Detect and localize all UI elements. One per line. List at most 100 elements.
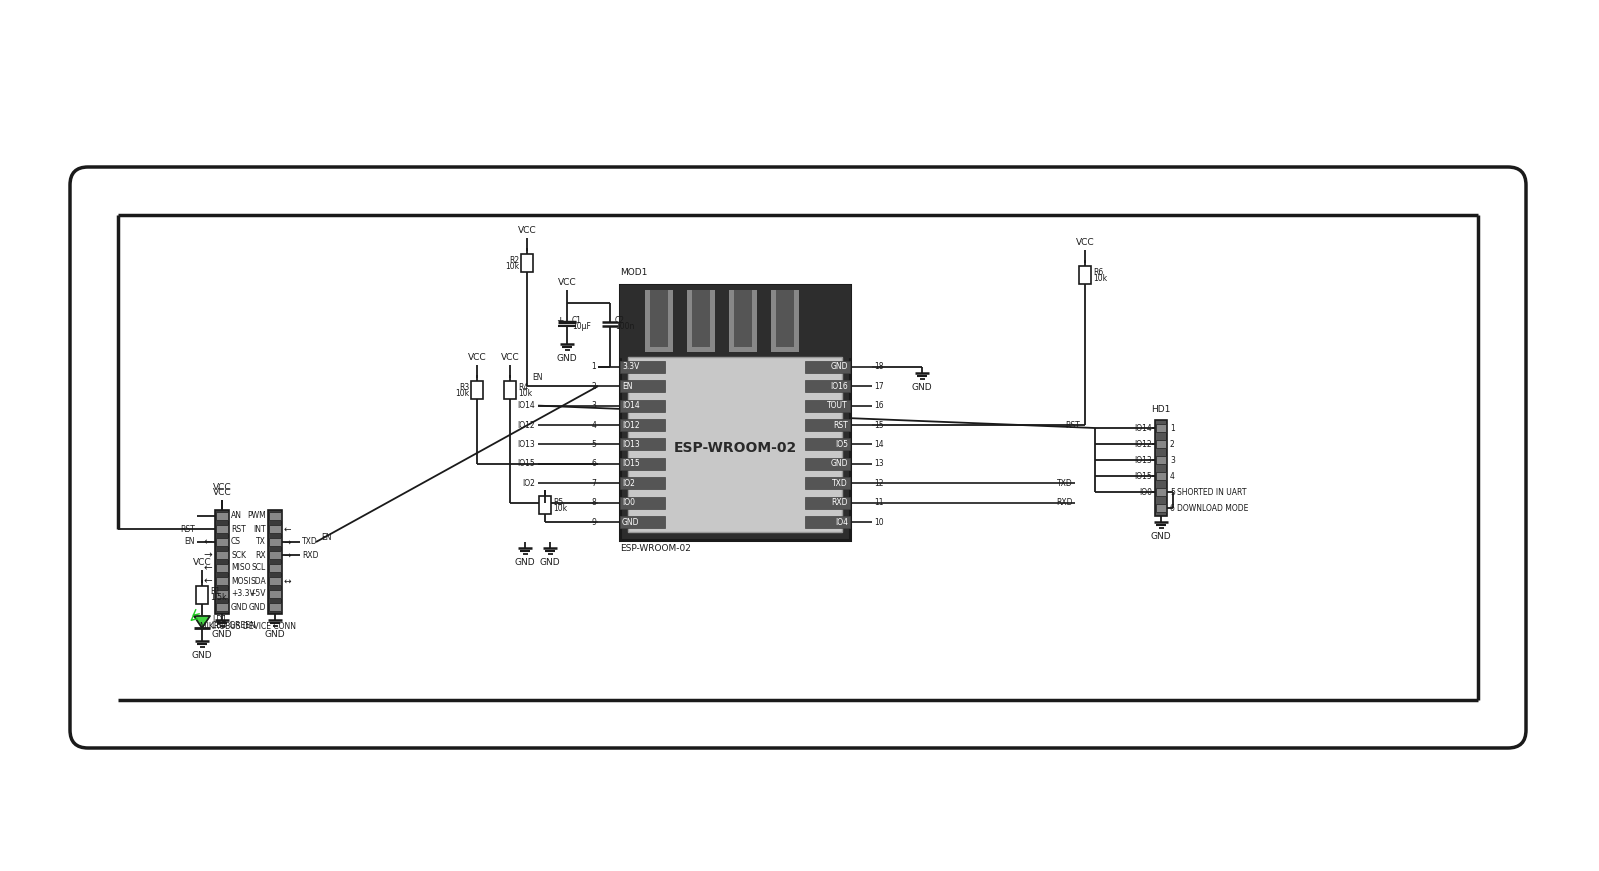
- Text: MOD1: MOD1: [620, 268, 648, 277]
- Text: 10k: 10k: [1094, 273, 1107, 282]
- Text: EN: EN: [184, 537, 195, 546]
- Text: 1.5k: 1.5k: [209, 593, 227, 603]
- Text: 15: 15: [875, 421, 884, 429]
- Text: LED GREEN: LED GREEN: [213, 622, 256, 631]
- Text: IO15: IO15: [516, 459, 536, 469]
- Text: R5: R5: [553, 497, 563, 507]
- Text: IO16: IO16: [830, 381, 847, 391]
- Bar: [620, 477, 665, 490]
- Text: GND: GND: [192, 651, 213, 660]
- Text: 5: 5: [592, 440, 596, 449]
- Bar: [1156, 504, 1166, 512]
- Bar: [504, 381, 516, 399]
- Text: →: →: [285, 550, 291, 559]
- Bar: [692, 290, 710, 347]
- Text: 100n: 100n: [616, 321, 635, 330]
- Bar: [521, 254, 532, 272]
- Text: RST: RST: [230, 524, 246, 534]
- Bar: [1156, 440, 1166, 448]
- Text: ESP-WROOM-02: ESP-WROOM-02: [620, 544, 691, 553]
- Text: 9: 9: [592, 517, 596, 527]
- Text: VCC: VCC: [1076, 238, 1094, 247]
- Text: →: →: [285, 537, 291, 546]
- Text: 8: 8: [592, 498, 596, 507]
- Bar: [620, 285, 851, 540]
- Text: R4: R4: [518, 382, 528, 391]
- Bar: [776, 290, 795, 347]
- Text: GND: GND: [515, 558, 536, 567]
- Text: 7: 7: [592, 479, 596, 488]
- Text: SHORTED IN UART: SHORTED IN UART: [1177, 488, 1247, 496]
- Bar: [620, 438, 665, 450]
- Text: VCC: VCC: [213, 483, 232, 492]
- Bar: [804, 496, 851, 509]
- Text: GND: GND: [830, 362, 847, 371]
- Bar: [1079, 266, 1091, 284]
- Text: TXD: TXD: [1057, 479, 1073, 488]
- Bar: [1154, 420, 1167, 516]
- Text: 10: 10: [875, 517, 884, 527]
- Text: 18: 18: [875, 362, 884, 371]
- Text: R6: R6: [1094, 267, 1103, 276]
- Text: MIKROBUS DEVICE CONN: MIKROBUS DEVICE CONN: [200, 622, 296, 631]
- Text: SDA: SDA: [251, 577, 265, 585]
- Bar: [197, 586, 208, 604]
- Text: ↔: ↔: [285, 577, 291, 585]
- Bar: [539, 496, 552, 514]
- Bar: [1156, 456, 1166, 464]
- Text: GND: GND: [265, 630, 285, 639]
- Text: 10k: 10k: [553, 503, 568, 512]
- Text: 5: 5: [1170, 488, 1175, 496]
- Text: ESP-WROOM-02: ESP-WROOM-02: [673, 441, 796, 455]
- Bar: [771, 290, 800, 352]
- Text: MISO: MISO: [230, 564, 251, 572]
- Bar: [804, 400, 851, 412]
- Text: 17: 17: [875, 381, 884, 391]
- Text: RST: RST: [1065, 421, 1079, 429]
- Text: SCL: SCL: [251, 564, 265, 572]
- Bar: [628, 357, 843, 532]
- Bar: [804, 458, 851, 470]
- Text: 2: 2: [1170, 440, 1175, 449]
- Text: VCC: VCC: [193, 558, 211, 567]
- Text: 3: 3: [592, 402, 596, 410]
- Text: R3: R3: [459, 382, 469, 391]
- Text: IO15: IO15: [1134, 471, 1151, 481]
- Text: IO12: IO12: [622, 421, 640, 429]
- Text: R2: R2: [508, 255, 520, 265]
- Text: IO13: IO13: [622, 440, 640, 449]
- Text: 14: 14: [875, 440, 884, 449]
- Text: IO12: IO12: [518, 421, 536, 429]
- Text: 6: 6: [592, 459, 596, 469]
- Text: RST: RST: [833, 421, 847, 429]
- Text: +: +: [556, 315, 564, 325]
- Text: VCC: VCC: [500, 353, 520, 362]
- Text: ←: ←: [203, 563, 213, 573]
- Text: RXD: RXD: [1057, 498, 1073, 507]
- Bar: [269, 525, 281, 533]
- Text: ←: ←: [285, 524, 291, 534]
- Bar: [688, 290, 715, 352]
- Text: 3.3V: 3.3V: [622, 362, 640, 371]
- Bar: [651, 290, 668, 347]
- Text: RX: RX: [256, 550, 265, 559]
- Text: 12: 12: [875, 479, 884, 488]
- Text: DOWNLOAD MODE: DOWNLOAD MODE: [1177, 503, 1249, 512]
- Text: TXD: TXD: [831, 479, 847, 488]
- Text: 3: 3: [1170, 456, 1175, 464]
- Bar: [804, 517, 851, 529]
- Text: ←: ←: [203, 576, 213, 586]
- Text: 1: 1: [1170, 423, 1175, 433]
- Text: IO5: IO5: [835, 440, 847, 449]
- Text: 10k: 10k: [505, 261, 520, 271]
- Text: IO15: IO15: [622, 459, 640, 469]
- Text: 10μF: 10μF: [572, 321, 592, 330]
- Text: EN: EN: [622, 381, 633, 391]
- Text: AN: AN: [230, 511, 241, 521]
- Text: GND: GND: [211, 630, 232, 639]
- Bar: [620, 517, 665, 529]
- Bar: [1156, 424, 1166, 432]
- Bar: [269, 603, 281, 611]
- Text: C1: C1: [572, 315, 582, 325]
- Text: 10k: 10k: [518, 388, 532, 397]
